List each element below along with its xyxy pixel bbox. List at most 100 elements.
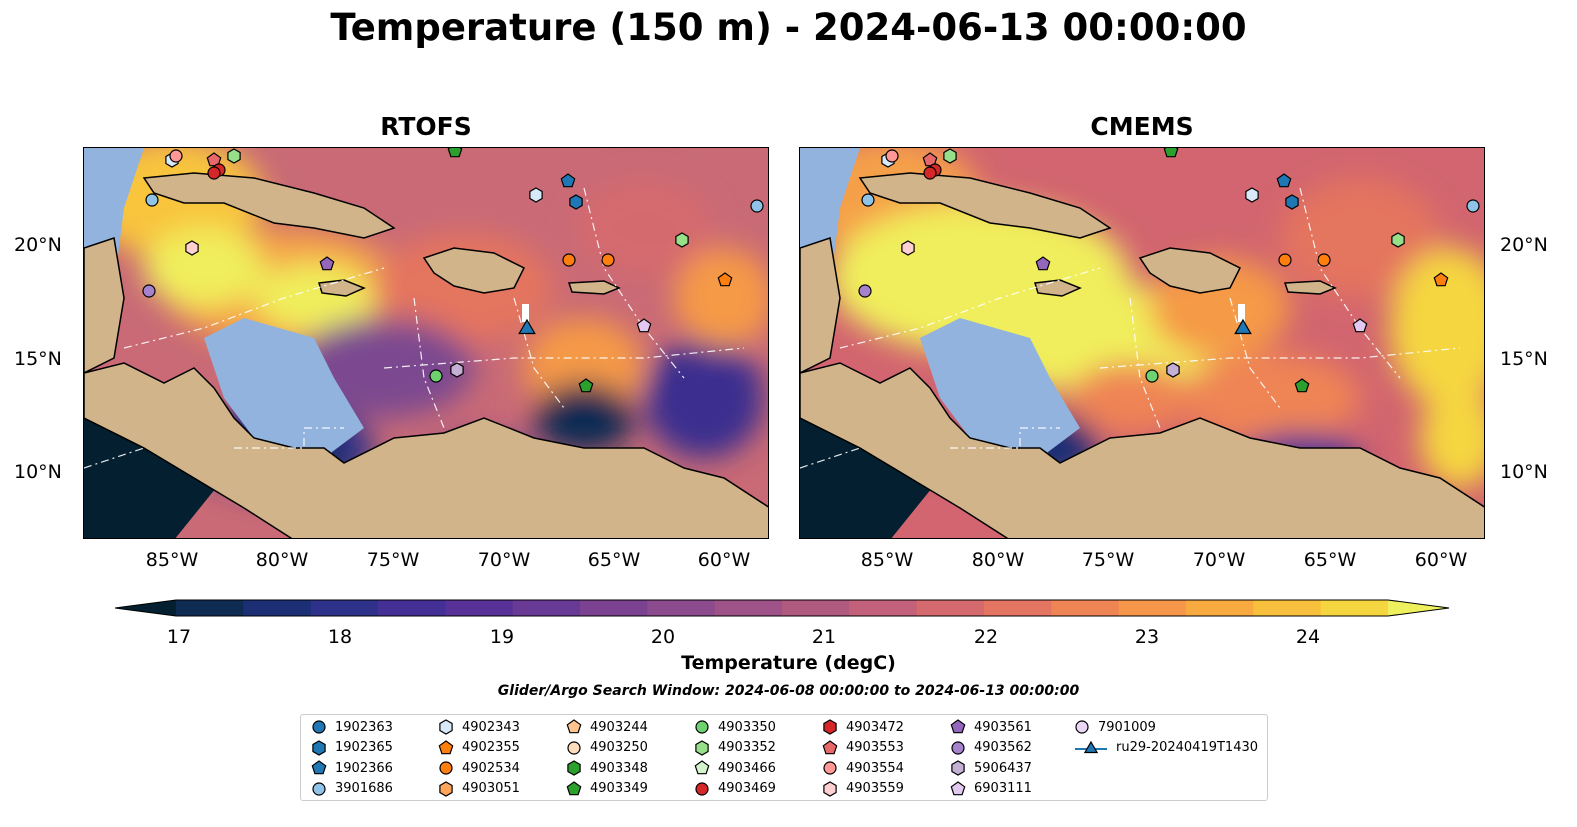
land-cuba — [858, 172, 1112, 239]
hexagon-icon — [567, 760, 581, 776]
hexagon-icon — [823, 719, 837, 735]
float-marker — [227, 148, 241, 164]
hexagon-icon — [823, 780, 837, 797]
lat-label-left-10n: 10°N — [14, 461, 62, 483]
hexagon-icon — [312, 739, 326, 756]
float-marker — [601, 253, 615, 267]
float-marker — [858, 284, 872, 298]
float-marker — [1166, 362, 1180, 378]
legend-item: 4903244 — [566, 717, 648, 737]
float-marker — [1245, 187, 1259, 203]
colorbar-segment — [1051, 600, 1120, 616]
colorbar-tick-22: 22 — [973, 626, 999, 648]
legend-item: 5906437 — [950, 758, 1032, 778]
lon-label-rtofs-80w: 80°W — [255, 549, 309, 571]
float-markers — [858, 148, 1480, 393]
legend-label: 1902363 — [335, 719, 393, 735]
main-title: Temperature (150 m) - 2024-06-13 00:00:0… — [330, 6, 1247, 49]
float-marker — [185, 240, 199, 256]
lon-label-cmems-60w: 60°W — [1414, 549, 1468, 571]
land-cuba — [142, 172, 396, 239]
float-marker — [861, 193, 875, 207]
legend-item: 4903250 — [566, 738, 648, 758]
legend-item: 4903554 — [822, 758, 904, 778]
map-panel-rtofs — [83, 147, 769, 539]
land-south-america — [84, 362, 768, 538]
legend-item: 4903472 — [822, 717, 904, 737]
lon-label-rtofs-75w: 75°W — [366, 549, 420, 571]
legend-label: 4903554 — [846, 760, 904, 776]
float-marker — [447, 148, 463, 158]
legend-label: 4903348 — [590, 760, 648, 776]
lat-label-left-20n: 20°N — [14, 234, 62, 256]
panel-title-rtofs: RTOFS — [380, 112, 472, 141]
legend-item: 4903466 — [694, 758, 776, 778]
legend-label: 4902355 — [462, 740, 520, 755]
legend-item: 4903553 — [822, 738, 904, 758]
hexagon-icon — [439, 780, 453, 797]
float-marker — [923, 166, 937, 180]
colorbar — [115, 599, 1450, 617]
float-markers — [142, 148, 764, 393]
legend-label: 4903562 — [974, 740, 1032, 755]
float-marker — [675, 232, 689, 248]
pentagon-icon — [566, 780, 582, 795]
glider-marker — [1234, 318, 1252, 335]
colorbar-segment — [984, 600, 1052, 616]
pentagon-icon — [950, 719, 966, 734]
legend-label: 4903469 — [718, 781, 776, 796]
pentagon-icon — [311, 760, 327, 775]
land-puerto-rico — [567, 280, 621, 295]
float-marker — [885, 149, 899, 163]
float-marker — [429, 369, 443, 383]
float-marker — [717, 272, 733, 287]
colorbar-tick-23: 23 — [1134, 626, 1160, 648]
colorbar-segment — [1118, 600, 1187, 616]
legend-item: 3901686 — [311, 779, 393, 799]
eez-boundaries — [800, 187, 1461, 469]
colorbar-extend-low — [115, 600, 176, 616]
float-marker — [1163, 148, 1179, 158]
legend-label: 3901686 — [335, 781, 393, 796]
search-window-caption: Glider/Argo Search Window: 2024-06-08 00… — [497, 683, 1080, 699]
legend-item: 4903561 — [950, 717, 1032, 737]
legend-item: 1902365 — [311, 738, 393, 758]
float-marker — [901, 240, 915, 256]
colorbar-segment — [849, 600, 918, 616]
legend-label: 4902534 — [462, 760, 520, 776]
glider-track — [522, 304, 529, 322]
land-south-america — [800, 362, 1484, 538]
float-marker — [207, 166, 221, 180]
hexagon-icon — [695, 739, 709, 756]
colorbar-segment — [176, 600, 244, 616]
circle-icon — [312, 720, 326, 734]
legend-label: ru29-20240419T1430 — [1116, 740, 1259, 755]
colorbar-tick-19: 19 — [489, 626, 515, 648]
colorbar-segment — [647, 600, 716, 616]
float-marker — [1352, 318, 1368, 333]
float-marker — [1278, 253, 1292, 267]
float-marker — [1276, 173, 1292, 188]
float-marker — [636, 318, 652, 333]
legend-item: 4903469 — [694, 779, 776, 799]
float-marker — [1145, 369, 1159, 383]
legend-label: 4903561 — [974, 719, 1032, 735]
colorbar-label: Temperature (degC) — [681, 652, 896, 674]
lat-label-right-15n: 15°N — [1500, 348, 1548, 370]
circle-icon — [695, 720, 709, 734]
panel-title-cmems: CMEMS — [1090, 112, 1194, 141]
colorbar-segment — [714, 600, 783, 616]
legend-label: 4903244 — [590, 719, 648, 735]
land-hispaniola — [1138, 247, 1242, 294]
float-marker — [1317, 253, 1331, 267]
float-marker — [142, 284, 156, 298]
colorbar-extend-high — [1388, 600, 1449, 616]
float-marker — [169, 149, 183, 163]
circle-icon — [439, 761, 453, 775]
float-marker — [562, 253, 576, 267]
colorbar-segment — [580, 600, 648, 616]
shelf-central-america — [920, 318, 1080, 458]
legend-item: 4903051 — [438, 779, 520, 799]
legend-label: 4903352 — [718, 740, 776, 755]
lat-label-right-10n: 10°N — [1500, 461, 1548, 483]
